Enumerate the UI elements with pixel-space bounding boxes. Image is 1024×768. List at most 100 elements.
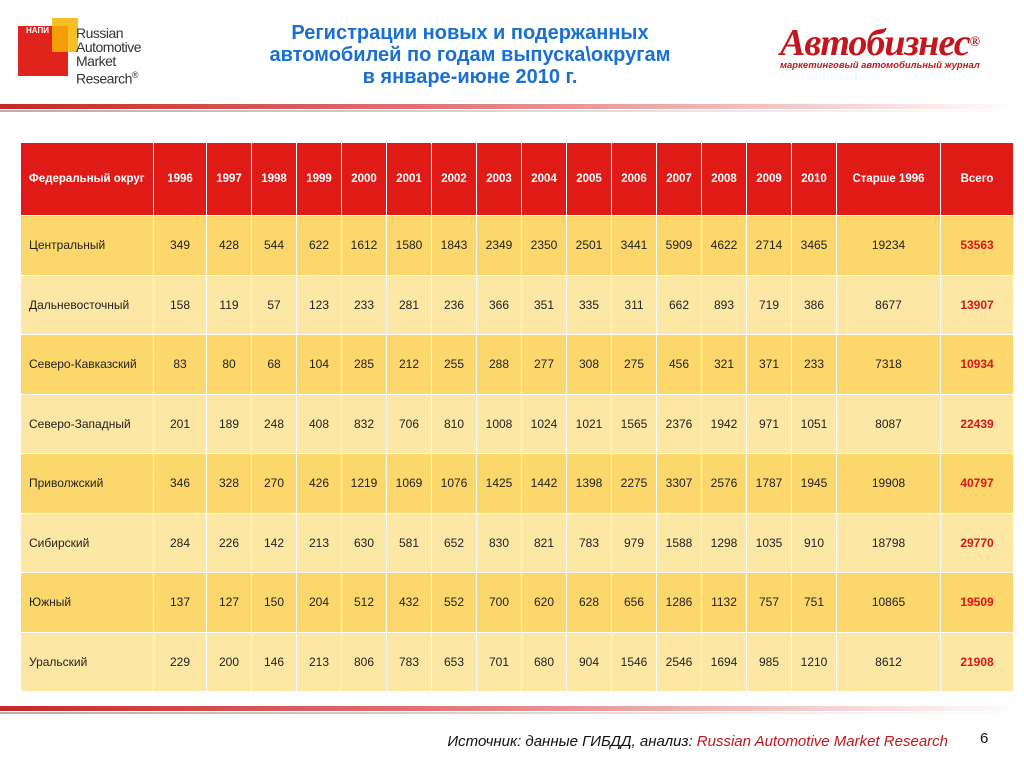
value-cell: 2546: [656, 631, 702, 692]
column-header: 2001: [386, 142, 432, 216]
value-cell: 233: [791, 334, 837, 395]
table-row: Южный 137 127 150 204 512 432 552 700 620 628 656 12…: [20, 572, 1014, 633]
district-name-cell: Дальневосточный: [20, 274, 154, 335]
column-header: 1996: [153, 142, 207, 216]
column-header: Старше 1996: [836, 142, 941, 216]
value-cell: 83: [153, 334, 207, 395]
logo-line-3: Market: [76, 53, 116, 69]
logo-text: Russian Automotive Market Research®: [76, 26, 142, 86]
value-cell: 1398: [566, 453, 612, 514]
district-name-cell: Приволжский: [20, 453, 154, 514]
value-cell: 8677: [836, 274, 941, 335]
value-cell: 213: [296, 631, 342, 692]
header-divider: [0, 104, 1024, 109]
column-header: 1999: [296, 142, 342, 216]
logo-badge: НАПИ: [26, 26, 49, 35]
value-cell: 979: [611, 512, 657, 573]
value-cell: 57: [251, 274, 297, 335]
table-row: Северо-Кавказский 83 80 68 104 285 212 255 288 27…: [20, 334, 1014, 395]
value-cell: 810: [431, 393, 477, 454]
value-cell: 652: [431, 512, 477, 573]
value-cell: 288: [476, 334, 522, 395]
value-cell: 1035: [746, 512, 792, 573]
column-header: 1997: [206, 142, 252, 216]
value-cell: 3465: [791, 215, 837, 276]
value-cell: 985: [746, 631, 792, 692]
title-line-2: автомобилей по годам выпуска\округам: [269, 44, 671, 66]
value-cell: 226: [206, 512, 252, 573]
table-row: Приволжский 346 328 270 426 1219 1069 1076 1425 1…: [20, 453, 1014, 514]
avtobiznes-logo: Автобизнес® маркетинговый автомобильный …: [780, 24, 1020, 74]
value-cell: 335: [566, 274, 612, 335]
value-cell: 1694: [701, 631, 747, 692]
value-cell: 2576: [701, 453, 747, 514]
value-cell: 2376: [656, 393, 702, 454]
value-cell: 544: [251, 215, 297, 276]
value-cell: 1219: [341, 453, 387, 514]
value-cell: 456: [656, 334, 702, 395]
column-header: 2005: [566, 142, 612, 216]
brand-tagline: маркетинговый автомобильный журнал: [780, 60, 980, 71]
value-cell: 8087: [836, 393, 941, 454]
value-cell: 248: [251, 393, 297, 454]
value-cell: 158: [153, 274, 207, 335]
value-cell: 628: [566, 572, 612, 633]
column-header-district: Федеральный округ: [20, 142, 154, 216]
value-cell: 512: [341, 572, 387, 633]
value-cell: 620: [521, 572, 567, 633]
value-cell: 904: [566, 631, 612, 692]
page-number: 6: [980, 730, 989, 747]
value-cell: 201: [153, 393, 207, 454]
value-cell: 270: [251, 453, 297, 514]
value-cell: 366: [476, 274, 522, 335]
total-cell: 40797: [940, 453, 1014, 514]
footer-divider: [0, 706, 1024, 711]
value-cell: 2349: [476, 215, 522, 276]
total-cell: 53563: [940, 215, 1014, 276]
total-cell: 13907: [940, 274, 1014, 335]
registrations-table: Федеральный округ 1996 1997 1998 1999 2000 200…: [20, 142, 1014, 692]
total-cell: 10934: [940, 334, 1014, 395]
logo-yellow-square: [52, 18, 78, 52]
value-cell: 1132: [701, 572, 747, 633]
district-name-cell: Уральский: [20, 631, 154, 692]
value-cell: 8612: [836, 631, 941, 692]
column-header: Всего: [940, 142, 1014, 216]
value-cell: 2350: [521, 215, 567, 276]
value-cell: 275: [611, 334, 657, 395]
value-cell: 119: [206, 274, 252, 335]
table-row: Дальневосточный 158 119 57 123 233 281 236 366 35…: [20, 274, 1014, 335]
value-cell: 581: [386, 512, 432, 573]
value-cell: 630: [341, 512, 387, 573]
title-line-3: в январе-июне 2010 г.: [362, 66, 578, 88]
table-row: Сибирский 284 226 142 213 630 581 652 830 821 783 9…: [20, 512, 1014, 573]
ramr-logo: НАПИ Russian Automotive Market Research®: [18, 18, 148, 98]
column-header: 2008: [701, 142, 747, 216]
value-cell: 189: [206, 393, 252, 454]
value-cell: 701: [476, 631, 522, 692]
column-header: 2007: [656, 142, 702, 216]
title-line-1: Регистрации новых и подержанных: [291, 22, 649, 44]
value-cell: 428: [206, 215, 252, 276]
value-cell: 308: [566, 334, 612, 395]
value-cell: 281: [386, 274, 432, 335]
total-cell: 22439: [940, 393, 1014, 454]
total-cell: 29770: [940, 512, 1014, 573]
source-highlight: Russian Automotive Market Research: [696, 733, 948, 750]
value-cell: 146: [251, 631, 297, 692]
footer-divider-shadow: [0, 712, 1024, 714]
column-header: 2009: [746, 142, 792, 216]
value-cell: 236: [431, 274, 477, 335]
value-cell: 328: [206, 453, 252, 514]
value-cell: 700: [476, 572, 522, 633]
district-name-cell: Центральный: [20, 215, 154, 276]
column-header: 1998: [251, 142, 297, 216]
table-row: Центральный 349 428 544 622 1612 1580 1843 2349 2…: [20, 215, 1014, 276]
value-cell: 127: [206, 572, 252, 633]
value-cell: 10865: [836, 572, 941, 633]
value-cell: 7318: [836, 334, 941, 395]
value-cell: 277: [521, 334, 567, 395]
value-cell: 719: [746, 274, 792, 335]
value-cell: 2714: [746, 215, 792, 276]
value-cell: 1210: [791, 631, 837, 692]
